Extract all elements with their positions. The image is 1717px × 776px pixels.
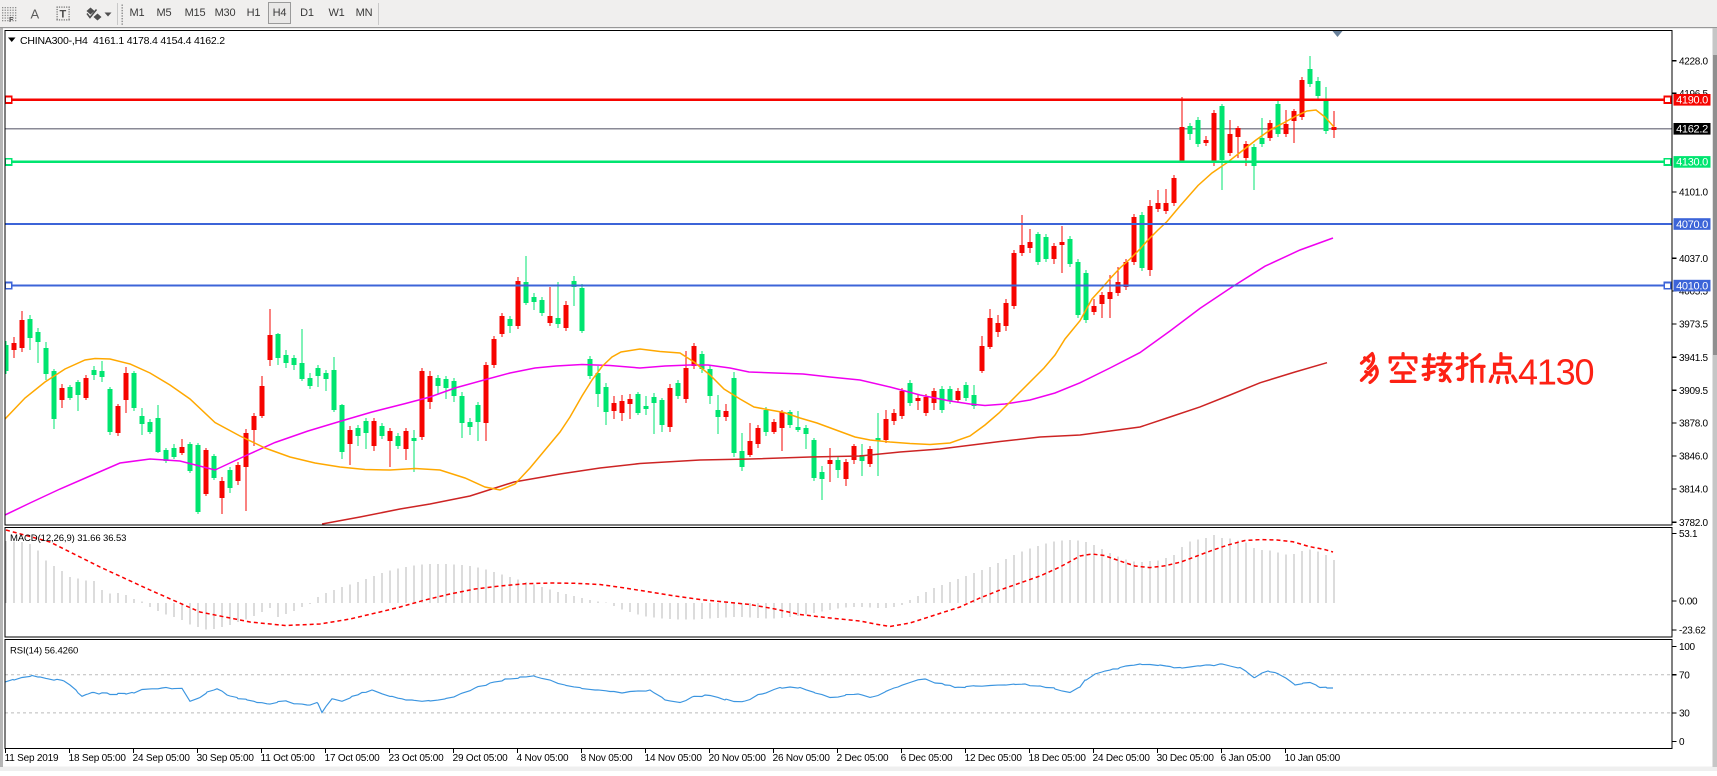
- svg-text:2 Dec 05:00: 2 Dec 05:00: [837, 753, 889, 764]
- svg-text:23 Oct 05:00: 23 Oct 05:00: [389, 753, 444, 764]
- svg-text:A: A: [31, 7, 40, 22]
- svg-text:4010.0: 4010.0: [1676, 280, 1708, 292]
- svg-text:18 Dec 05:00: 18 Dec 05:00: [1029, 753, 1087, 764]
- svg-text:4130.0: 4130.0: [1676, 157, 1708, 169]
- svg-text:30 Dec 05:00: 30 Dec 05:00: [1157, 753, 1215, 764]
- svg-text:29 Oct 05:00: 29 Oct 05:00: [453, 753, 508, 764]
- svg-text:11 Sep 2019: 11 Sep 2019: [5, 753, 59, 764]
- svg-text:3782.0: 3782.0: [1679, 518, 1709, 529]
- svg-text:4130: 4130: [1518, 352, 1593, 393]
- svg-text:10 Jan 05:00: 10 Jan 05:00: [1285, 753, 1341, 764]
- svg-text:30 Sep 05:00: 30 Sep 05:00: [197, 753, 255, 764]
- svg-text:4162.2: 4162.2: [1676, 124, 1708, 136]
- svg-text:17 Oct 05:00: 17 Oct 05:00: [325, 753, 380, 764]
- svg-text:3973.5: 3973.5: [1679, 320, 1709, 331]
- svg-text:3878.0: 3878.0: [1679, 419, 1709, 430]
- svg-text:18 Sep 05:00: 18 Sep 05:00: [69, 753, 127, 764]
- svg-text:11 Oct 05:00: 11 Oct 05:00: [261, 753, 316, 764]
- svg-text:24 Dec 05:00: 24 Dec 05:00: [1093, 753, 1151, 764]
- svg-text:F: F: [9, 17, 14, 24]
- svg-text:6 Jan 05:00: 6 Jan 05:00: [1221, 753, 1272, 764]
- svg-text:24 Sep 05:00: 24 Sep 05:00: [133, 753, 191, 764]
- svg-text:6 Dec 05:00: 6 Dec 05:00: [901, 753, 953, 764]
- svg-text:26 Nov 05:00: 26 Nov 05:00: [773, 753, 831, 764]
- svg-text:3846.0: 3846.0: [1679, 452, 1709, 463]
- svg-text:CHINA300-,H4 4161.1 4178.4 41: CHINA300-,H4 4161.1 4178.4 4154.4 4162.2: [20, 35, 225, 47]
- svg-text:4037.0: 4037.0: [1679, 254, 1709, 265]
- svg-text:14 Nov 05:00: 14 Nov 05:00: [645, 753, 703, 764]
- svg-text:3941.5: 3941.5: [1679, 353, 1709, 364]
- svg-text:4070.0: 4070.0: [1676, 219, 1708, 231]
- svg-text:0.00: 0.00: [1679, 597, 1698, 608]
- svg-text:12 Dec 05:00: 12 Dec 05:00: [965, 753, 1023, 764]
- svg-text:MACD(12,26,9) 31.66 36.53: MACD(12,26,9) 31.66 36.53: [10, 533, 126, 544]
- svg-text:4101.0: 4101.0: [1679, 188, 1709, 199]
- svg-text:4228.0: 4228.0: [1679, 56, 1709, 67]
- svg-text:3814.0: 3814.0: [1679, 485, 1709, 496]
- svg-text:4190.0: 4190.0: [1676, 95, 1708, 107]
- svg-text:T: T: [60, 9, 67, 21]
- svg-text:4 Nov 05:00: 4 Nov 05:00: [517, 753, 569, 764]
- svg-text:0: 0: [1679, 737, 1685, 748]
- svg-text:3909.5: 3909.5: [1679, 386, 1709, 397]
- svg-text:20 Nov 05:00: 20 Nov 05:00: [709, 753, 767, 764]
- svg-text:8 Nov 05:00: 8 Nov 05:00: [581, 753, 633, 764]
- svg-text:30: 30: [1679, 709, 1690, 720]
- svg-text:70: 70: [1679, 670, 1690, 681]
- svg-text:RSI(14) 56.4260: RSI(14) 56.4260: [10, 646, 78, 657]
- svg-text:100: 100: [1679, 642, 1696, 653]
- svg-text:53.1: 53.1: [1679, 529, 1698, 540]
- svg-text:-23.62: -23.62: [1679, 626, 1706, 637]
